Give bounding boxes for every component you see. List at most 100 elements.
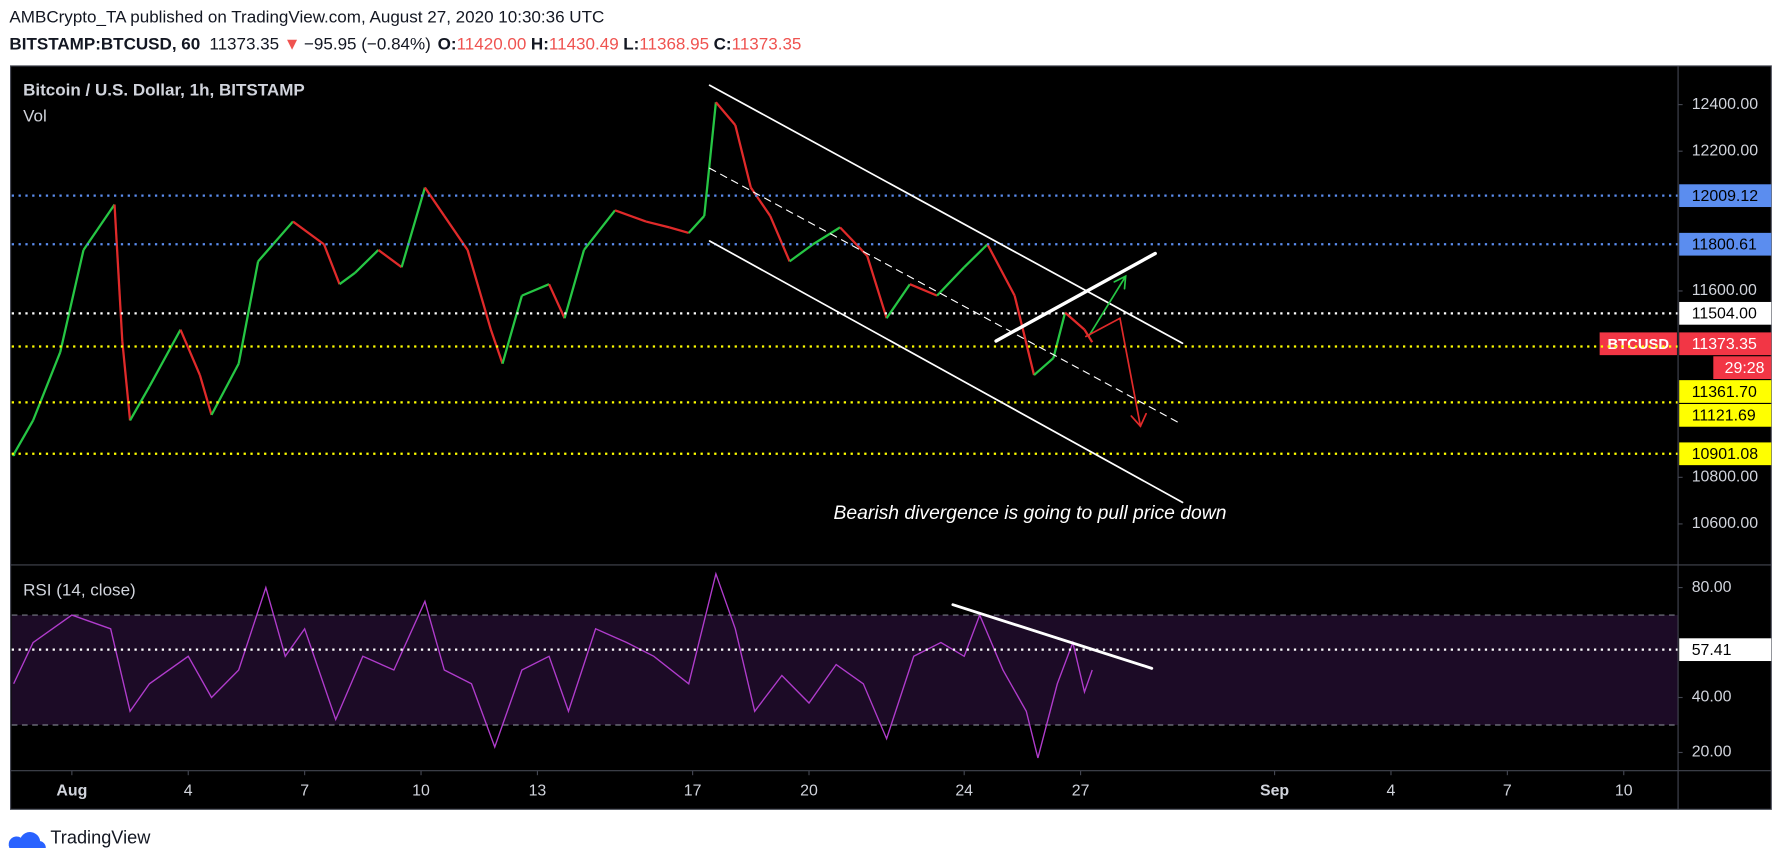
price-segment <box>521 283 550 297</box>
price-segment <box>769 215 791 262</box>
price-segment <box>839 226 869 257</box>
ohlc-label: H: <box>531 34 549 53</box>
red-arrow <box>1085 316 1142 428</box>
level-label: 11800.61 <box>1692 237 1757 254</box>
symbol-line: BITSTAMP:BTCUSD, 60 11373.35 ▼ −95.95 (−0.8… <box>9 34 801 53</box>
level-label: 11361.70 <box>1692 384 1757 401</box>
rsi-title: RSI (14, close) <box>23 581 136 600</box>
x-tick-label: 4 <box>1387 782 1396 799</box>
price-segment <box>548 283 566 319</box>
x-tick-label: 10 <box>1615 782 1633 799</box>
ohlc-label: L: <box>623 34 639 53</box>
support-line <box>994 251 1157 343</box>
price-segment <box>338 271 356 286</box>
price-segment <box>563 249 586 319</box>
rsi-line <box>13 571 1093 759</box>
x-tick-label: 20 <box>800 782 818 799</box>
level-label: 12009.12 <box>1692 188 1758 205</box>
last-price: 11373.35 <box>209 34 279 53</box>
tag-label: BTCUSD <box>1608 337 1670 353</box>
annotation: Bearish divergence is going to pull pric… <box>834 503 1227 524</box>
price-segment <box>1064 311 1086 331</box>
price-segment <box>936 266 966 297</box>
price-segment <box>669 226 690 235</box>
price-segment <box>12 419 35 456</box>
plot-layer: 12400.00 12200.00 11600.00 10800.00 10600.00… <box>11 96 1772 799</box>
x-tick-label: 4 <box>184 782 193 799</box>
y-tick-label: 10800.00 <box>1692 469 1758 486</box>
price-segment <box>354 249 380 274</box>
drawings <box>708 84 1184 670</box>
y-tick-label: 20.00 <box>1692 744 1732 761</box>
price-segment <box>466 249 492 330</box>
price-segment <box>32 351 62 421</box>
price-segment <box>909 283 938 297</box>
price-segment <box>113 204 124 342</box>
change: −95.95 (−0.84%) <box>304 34 431 53</box>
level-label: 10901.08 <box>1692 446 1758 463</box>
level-label-box <box>1679 301 1772 325</box>
price-segment <box>645 220 670 229</box>
level-label-box <box>1679 232 1772 256</box>
price-segment <box>1013 295 1036 376</box>
price-segment <box>812 226 841 246</box>
price-segment <box>400 187 427 268</box>
ohlc-label: O: <box>438 34 457 53</box>
x-tick-label: 17 <box>684 782 702 799</box>
price-segment <box>129 385 151 422</box>
symbol: BITSTAMP:BTCUSD, 60 <box>9 34 200 53</box>
price-segment <box>715 101 737 126</box>
rsi-trendline <box>951 603 1154 670</box>
chart-subtitle: Vol <box>23 107 47 126</box>
price-segment <box>237 261 260 364</box>
channel-mid <box>709 167 1180 424</box>
channel-upper <box>708 84 1184 345</box>
price-segment <box>734 124 752 188</box>
level-label: 11373.35 <box>1692 336 1757 353</box>
level-label: 11121.69 <box>1692 408 1756 425</box>
level-label-box <box>1679 404 1772 427</box>
channel-lower <box>708 240 1184 504</box>
red-arrow-head <box>1130 412 1147 428</box>
level-label-box <box>1679 380 1772 403</box>
logo-icon <box>8 832 46 848</box>
level-label-box <box>1679 184 1772 208</box>
price-segment <box>1052 312 1067 359</box>
price-segment <box>614 209 647 223</box>
price-segment <box>59 249 85 353</box>
price-segment <box>1033 357 1055 376</box>
x-tick-label: 27 <box>1072 782 1090 799</box>
level-label-box <box>1679 638 1772 662</box>
green-arrow-head <box>1113 274 1127 290</box>
y-tick-label: 10600.00 <box>1692 515 1758 532</box>
y-tick-label: 12200.00 <box>1692 142 1758 159</box>
level-label: 11504.00 <box>1692 306 1757 323</box>
green-arrow <box>1088 275 1127 337</box>
price-segment <box>583 209 616 251</box>
x-tick-label: Aug <box>56 782 87 799</box>
level-label-box <box>1679 332 1772 356</box>
chart-title: Bitcoin / U.S. Dollar, 1h, BITSTAMP <box>23 80 305 99</box>
price-segment <box>322 243 341 285</box>
y-tick-label: 80.00 <box>1692 579 1732 596</box>
price-segment <box>292 220 325 246</box>
change-arrow: ▼ <box>284 34 301 53</box>
price-segment <box>866 255 888 319</box>
x-tick-label: 7 <box>300 782 309 799</box>
ohlc-value: 11368.95 <box>639 34 709 53</box>
price-segment <box>148 329 182 388</box>
ohlc-value: 11420.00 <box>457 34 527 53</box>
x-tick-label: 13 <box>529 782 547 799</box>
ohlc-value: 11430.49 <box>549 34 619 53</box>
price-segment <box>377 249 403 269</box>
countdown-label: 29:28 <box>1725 360 1765 377</box>
y-tick-label: 40.00 <box>1692 689 1732 706</box>
x-tick-label: 10 <box>412 782 430 799</box>
price-segment <box>423 186 446 217</box>
price-segment <box>788 243 814 263</box>
countdown-box <box>1713 356 1772 379</box>
price-segment <box>82 203 116 251</box>
x-tick-label: 7 <box>1503 782 1512 799</box>
price-segment <box>986 243 1016 297</box>
price-segment <box>179 329 201 376</box>
